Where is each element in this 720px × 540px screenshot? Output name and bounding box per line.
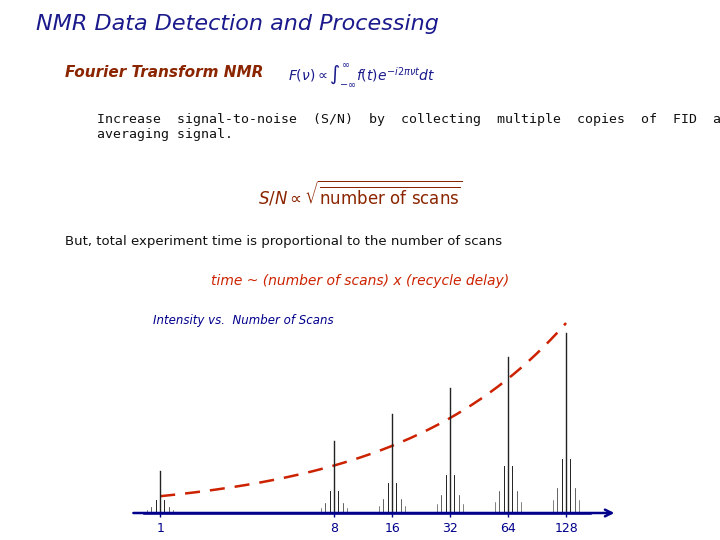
Text: Fourier Transform NMR: Fourier Transform NMR xyxy=(65,65,264,80)
Text: But, total experiment time is proportional to the number of scans: But, total experiment time is proportion… xyxy=(65,235,502,248)
Text: Increase  signal-to-noise  (S/N)  by  collecting  multiple  copies  of  FID  and: Increase signal-to-noise (S/N) by collec… xyxy=(97,113,720,141)
Text: Intensity vs.  Number of Scans: Intensity vs. Number of Scans xyxy=(153,314,333,327)
Text: time ~ (number of scans) x (recycle delay): time ~ (number of scans) x (recycle dela… xyxy=(211,274,509,288)
Text: $F(\nu) \propto \int_{-\infty}^{\infty} f(t)e^{-i2\pi\nu t} dt$: $F(\nu) \propto \int_{-\infty}^{\infty} … xyxy=(288,62,436,89)
Text: $S/N \propto \sqrt{\overline{\mathrm{number\ of\ scans}}}$: $S/N \propto \sqrt{\overline{\mathrm{num… xyxy=(258,178,462,207)
Text: NMR Data Detection and Processing: NMR Data Detection and Processing xyxy=(36,14,439,33)
